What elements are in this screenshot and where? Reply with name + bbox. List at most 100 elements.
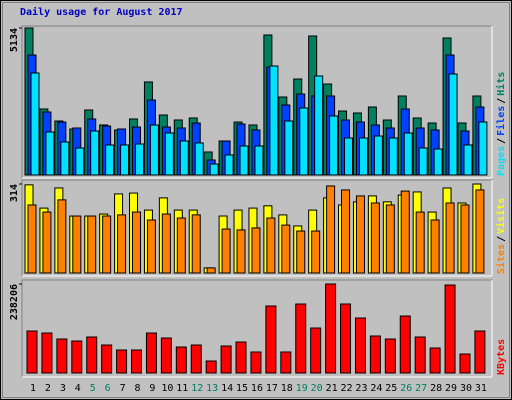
bar [176,217,186,274]
bar [399,315,411,374]
bar [344,137,354,176]
bar [87,215,97,274]
x-tick-label: 17 [266,383,278,394]
bar [448,73,458,176]
bar [145,332,157,374]
bar [314,75,324,176]
bar [26,330,38,374]
bar [209,163,219,176]
bar [430,219,440,274]
bar [135,143,145,176]
bar [403,132,413,176]
bar [45,131,55,176]
bar [418,147,428,176]
bar [160,337,172,374]
x-tick-label: 27 [415,383,427,394]
bar [269,65,279,176]
x-tick-label: 19 [296,383,308,394]
bar [280,351,292,374]
bar [400,190,410,274]
bar [254,145,264,176]
bar [369,335,381,374]
bar [266,217,276,274]
bar [86,336,98,374]
legend-entry: Sites [495,244,507,274]
bar [56,338,68,374]
bar [57,199,67,274]
bar [358,137,368,176]
x-tick-label: 21 [326,383,338,394]
bar [373,135,383,176]
legend-separator: / [496,138,507,144]
x-tick-label: 9 [149,383,155,394]
legend-entry: KBytes [496,339,507,375]
bar [355,195,365,274]
bar [463,144,473,176]
x-tick-label: 6 [105,383,111,394]
bar [284,120,294,176]
bar [459,353,471,374]
x-tick-label: 4 [75,383,81,394]
bar [220,345,232,374]
bar [310,327,322,374]
bar [60,141,70,176]
chart-title: Daily usage for August 2017 [20,6,183,18]
bar [354,317,366,374]
x-tick-label: 7 [120,383,126,394]
bar [235,341,247,374]
bar [224,154,234,176]
x-tick-label: 13 [206,383,218,394]
bar [414,336,426,374]
x-tick-label: 2 [45,383,51,394]
y-tick-label: 5134 [9,28,20,52]
x-tick-label: 30 [460,383,472,394]
legend: Sites / Visits [495,198,507,274]
bar [265,305,277,374]
bar [236,229,246,274]
bar [221,228,231,274]
bar [205,360,217,374]
bar [311,230,321,274]
bar [117,214,127,274]
bar [281,224,291,274]
bar [385,204,395,274]
bar [388,137,398,176]
bar [474,330,486,374]
bar [164,132,174,176]
x-tick-label: 18 [281,383,293,394]
x-tick-label: 23 [355,383,367,394]
x-tick-label: 3 [60,383,66,394]
x-tick-label: 24 [370,383,382,394]
x-tick-label: 14 [221,383,233,394]
x-tick-label: 26 [400,383,412,394]
x-tick-label: 12 [191,383,203,394]
bar [384,338,396,374]
bar [146,219,156,274]
bar [460,204,470,274]
bar [179,140,189,176]
y-tick-label: 314 [9,184,20,202]
bar [325,283,337,374]
bar [71,340,83,374]
bar [120,144,130,176]
bar [433,148,443,176]
bar [175,346,187,374]
x-tick-label: 31 [475,383,487,394]
bar [27,204,37,274]
bar [42,211,52,274]
y-tick-label: 238206 [9,284,20,320]
bar [415,211,425,274]
bar [295,303,307,374]
legend: KBytes [496,339,507,375]
legend-entry: Visits [495,198,507,234]
bar [475,189,485,274]
x-tick-label: 1 [30,383,36,394]
x-tick-label: 29 [445,383,457,394]
x-tick-label: 16 [251,383,263,394]
legend-entry: Hits [495,72,507,96]
x-tick-label: 25 [385,383,397,394]
bar [445,202,455,274]
